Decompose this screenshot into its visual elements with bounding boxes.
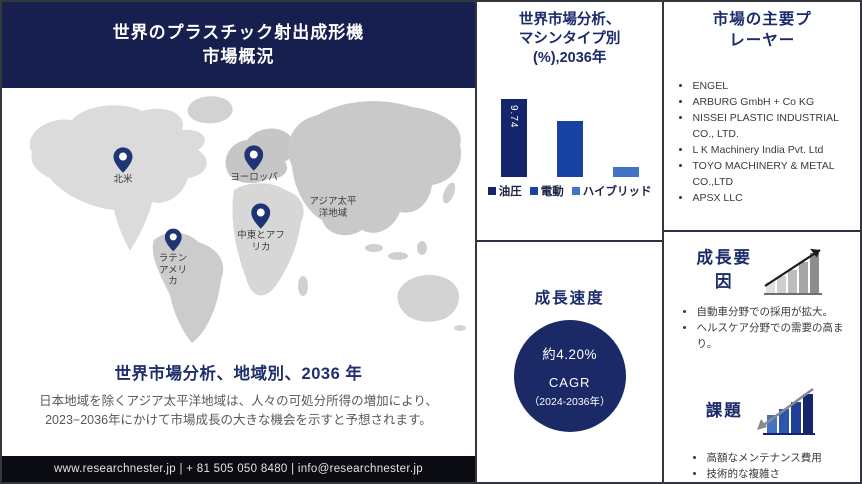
list-item: ARBURG GmbH + Co KG [692,94,852,110]
right-panel: 市場の主要プ レーヤー ENGELARBURG GmbH + Co KGNISS… [664,2,860,482]
growth-rate-section: 成長速度 約4.20% CAGR （2024-2036年） [477,242,663,482]
list-item: 自動車分野での採用が拡大。 [696,304,856,320]
map-region-latin-america: ラテン アメリ カ [158,228,188,288]
map-region-asia-pacific: アジア太平 洋地域 [309,196,356,219]
key-players-list: ENGELARBURG GmbH + Co KGNISSEI PLASTIC I… [664,78,860,206]
growth-factors-list: 自動車分野での採用が拡大。ヘルスケア分野での需要の高まり。 [664,304,860,352]
cagr-metric: CAGR [548,375,591,390]
growth-factors-heading: 成長要 因 [696,249,752,291]
regional-analysis-body: 日本地域を除くアジア太平洋地域は、人々の可処分所得の増加により、 2023−20… [39,394,438,427]
legend-item: 電動 [529,183,564,199]
map-label: ヨーロッパ [230,172,278,183]
list-item: TOYO MACHINERY & METAL CO.,LTD [692,158,852,190]
list-item: 技術的な複雑さ [706,466,856,482]
map-pin-icon [244,145,264,171]
legend-swatch [571,187,580,195]
legend-swatch [487,187,496,195]
challenges-list: 高額なメンテナンス費用技術的な複雑さ [664,450,860,482]
bar-chart: 9.74 [477,99,663,177]
legend-item: ハイブリッド [571,183,652,199]
chart-title: 世界市場分析、 マシンタイプ別 (%),2036年 [518,12,621,66]
legend-label: 電動 [540,186,564,198]
chart-legend: 油圧 電動 ハイブリッド [477,183,663,199]
map-pin-icon [113,147,133,173]
bar-value-label: 9.74 [508,105,520,129]
map-pin-icon [164,228,182,252]
legend-item: 油圧 [487,183,522,199]
page-title: 世界のプラスチック射出成形機 市場概況 [2,2,475,88]
cagr-period: （2024-2036年） [528,396,611,408]
legend-swatch [529,187,538,195]
map-label: アジア太平 洋地域 [309,196,357,219]
map-label: ラテン アメリ カ [158,253,188,287]
legend-label: ハイブリッド [582,186,652,198]
world-map-image [29,96,466,343]
map-region-middle-east-africa: 中東とアフ リカ [237,203,285,253]
map-region-europe: ヨーロッパ [230,145,278,184]
rising-bar-chart-icon [763,248,822,295]
growth-factors-section: 成長要 因 自動車分野での採用が拡大。ヘルスケア分野での需要の高まり。 [664,232,860,352]
list-item: ENGEL [692,78,852,94]
bar-ハイブリッド [612,167,639,177]
key-players-heading: 市場の主要プ レーヤー [712,11,812,49]
machine-type-chart-section: 世界市場分析、 マシンタイプ別 (%),2036年 9.74 油圧 電動 ハイブリッ… [476,2,663,242]
list-item: 高額なメンテナンス費用 [706,450,856,466]
key-players-section: 市場の主要プ レーヤー ENGELARBURG GmbH + Co KGNISS… [664,2,860,232]
list-item: ヘルスケア分野での需要の高まり。 [696,320,856,352]
map-region-north-america: 北米 [113,147,133,186]
list-item: APSX LLC [692,190,852,206]
left-panel: 世界のプラスチック射出成形機 市場概況 [2,2,475,482]
growth-rate-heading: 成長速度 [534,290,605,307]
declining-arrow-bar-chart-icon [756,387,815,435]
legend-label: 油圧 [498,186,522,198]
challenges-section: 課題 高額なメンテナンス費用技術的な複雑さ [664,374,860,482]
regional-analysis-heading: 世界市場分析、地域別、2036 年 [114,365,363,383]
bar-電動 [556,121,583,177]
map-pin-icon [251,203,271,229]
bar-油圧: 9.74 [500,99,527,177]
challenges-heading: 課題 [705,402,743,420]
middle-panel: 世界市場分析、 マシンタイプ別 (%),2036年 9.74 油圧 電動 ハイブリッ… [474,2,665,482]
list-item: L K Machinery India Pvt. Ltd [692,142,852,158]
cagr-value: 約4.20% [542,347,598,362]
map-label: 北米 [113,174,133,185]
contact-footer: www.researchnester.jp | + 81 505 050 848… [2,456,475,482]
map-label: 中東とアフ リカ [237,230,285,253]
list-item: NISSEI PLASTIC INDUSTRIAL CO., LTD. [692,110,852,142]
cagr-circle: 約4.20% CAGR （2024-2036年） [513,320,626,432]
world-map: 北米 ヨーロッパ アジア太平 洋地域 中東とアフ リカ ラテン アメリ カ [2,90,476,352]
